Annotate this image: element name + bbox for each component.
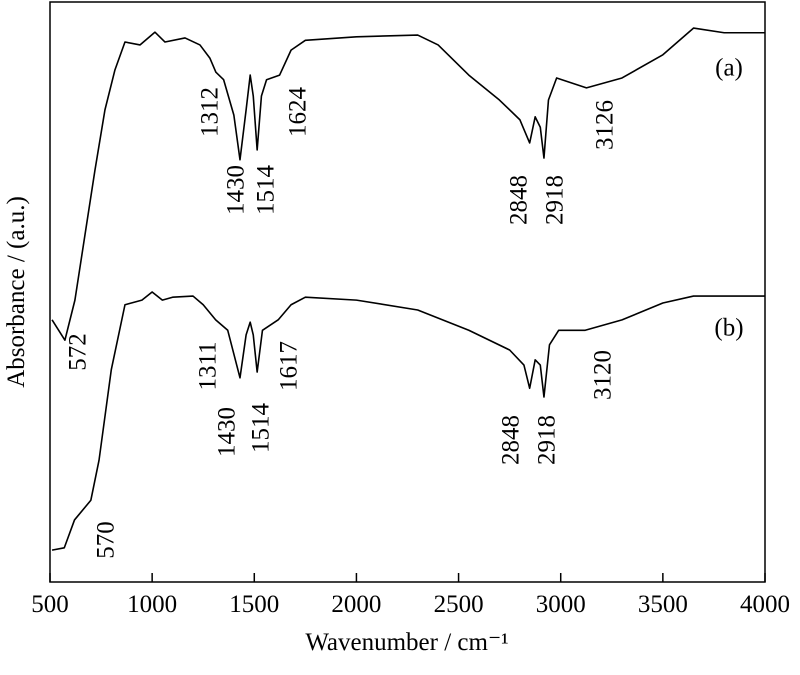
spectrum-line — [51, 27, 765, 341]
spectrum-line — [51, 291, 765, 551]
x-tick-label: 2500 — [434, 591, 484, 618]
peak-label: 2848 — [506, 175, 533, 225]
plot-frame — [49, 1, 766, 583]
x-tick-label: 4000 — [740, 591, 790, 618]
peak-label: 572 — [65, 333, 92, 371]
x-tick-label: 500 — [31, 591, 69, 618]
y-axis-label: Absorbance / (a.u.) — [3, 196, 30, 388]
x-tick-label: 1000 — [127, 591, 177, 618]
peak-label: 1624 — [285, 87, 312, 138]
peak-label: 2918 — [534, 415, 561, 465]
peak-label: 2918 — [542, 175, 569, 225]
series-label: (a) — [715, 55, 743, 82]
peak-label: 1514 — [248, 403, 275, 454]
x-tick-label: 3500 — [638, 591, 688, 618]
x-tick-label: 3000 — [536, 591, 586, 618]
peak-label: 2848 — [498, 415, 525, 465]
peak-label: 3126 — [592, 100, 619, 150]
x-axis-label: Wavenumber / cm⁻¹ — [305, 629, 508, 656]
peak-label: 1514 — [253, 165, 280, 216]
peak-label: 1311 — [195, 341, 222, 390]
peak-label: 3120 — [590, 350, 617, 400]
peak-label: 1430 — [214, 407, 241, 457]
series-label: (b) — [714, 315, 743, 342]
peak-label: 1617 — [276, 341, 303, 391]
peak-label: 1430 — [223, 165, 250, 215]
x-tick-label: 1500 — [229, 591, 279, 618]
peak-label: 1312 — [197, 87, 224, 137]
peak-label: 570 — [93, 521, 120, 559]
x-tick-label: 2000 — [331, 591, 381, 618]
